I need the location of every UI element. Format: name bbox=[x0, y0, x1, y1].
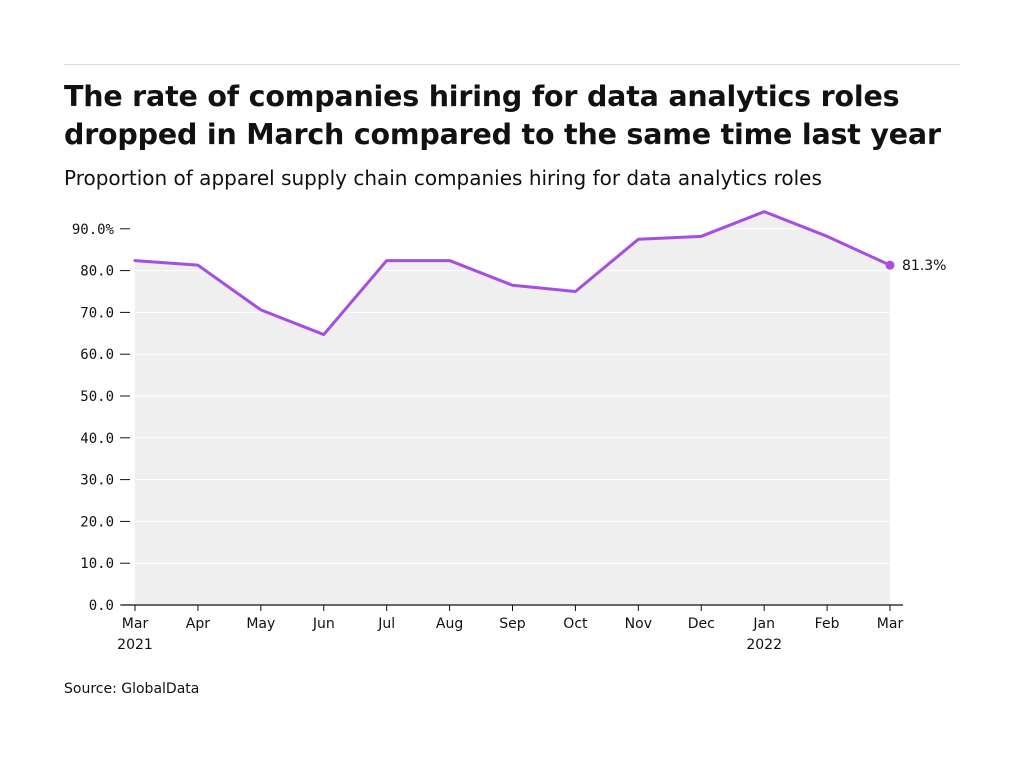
data-point bbox=[196, 263, 200, 267]
y-tick-label: 60.0 bbox=[80, 347, 114, 363]
data-point bbox=[322, 333, 326, 337]
y-tick-label: 50.0 bbox=[80, 389, 114, 405]
source-note: Source: GlobalData bbox=[64, 681, 200, 697]
x-tick-label: Dec bbox=[688, 616, 715, 632]
data-point bbox=[699, 234, 703, 238]
chart-subtitle: Proportion of apparel supply chain compa… bbox=[64, 166, 822, 190]
y-tick-label: 80.0 bbox=[80, 264, 114, 280]
x-tick-label: Aug bbox=[436, 616, 463, 632]
data-point bbox=[385, 259, 389, 263]
end-value-label: 81.3% bbox=[902, 258, 946, 274]
y-tick-label: 20.0 bbox=[80, 514, 114, 530]
area-fill bbox=[135, 211, 890, 606]
x-tick-label: Mar bbox=[122, 616, 149, 632]
y-tick-label: 30.0 bbox=[80, 473, 114, 489]
data-line bbox=[133, 210, 892, 337]
y-tick-label: 90.0% bbox=[72, 222, 115, 238]
data-point bbox=[573, 290, 577, 294]
y-tick-label: 10.0 bbox=[80, 556, 114, 572]
x-tick-label: Apr bbox=[186, 616, 210, 632]
top-divider bbox=[64, 64, 960, 65]
data-point bbox=[133, 259, 137, 263]
x-tick-label: Jan bbox=[752, 616, 775, 632]
data-point bbox=[259, 308, 263, 312]
y-tick-label: 70.0 bbox=[80, 305, 114, 321]
x-tick-label: Feb bbox=[815, 616, 840, 632]
data-point bbox=[511, 283, 515, 287]
end-point-marker bbox=[885, 260, 895, 270]
x-tick-label: Mar bbox=[877, 616, 904, 632]
data-point bbox=[762, 210, 766, 214]
y-tick-label: 40.0 bbox=[80, 431, 114, 447]
data-point bbox=[448, 259, 452, 263]
x-tick-label: 2022 bbox=[746, 637, 782, 653]
x-tick-label: May bbox=[246, 616, 275, 632]
chart-title: The rate of companies hiring for data an… bbox=[64, 80, 941, 151]
x-tick-label: 2021 bbox=[117, 637, 153, 653]
x-tick-label: Jul bbox=[377, 616, 395, 632]
x-tick-label: Nov bbox=[625, 616, 652, 632]
x-tick-label: Sep bbox=[499, 616, 526, 632]
x-tick-label: Jun bbox=[312, 616, 335, 632]
data-point bbox=[636, 237, 640, 241]
y-tick-label: 0.0 bbox=[89, 598, 114, 614]
x-tick-label: Oct bbox=[563, 616, 588, 632]
data-point bbox=[825, 234, 829, 238]
